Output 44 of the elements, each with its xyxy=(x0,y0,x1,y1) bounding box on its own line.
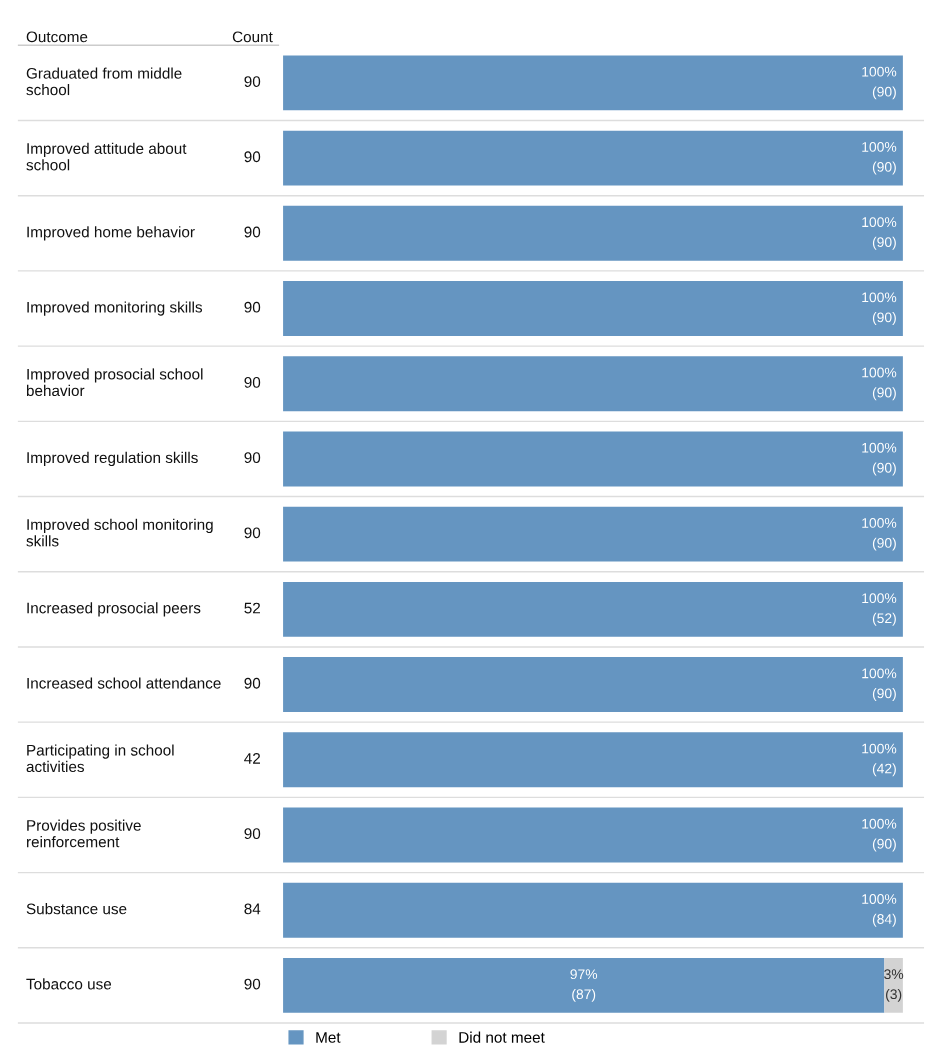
text: 90 xyxy=(244,377,261,388)
text: 90 xyxy=(244,527,261,539)
text: 90 xyxy=(244,226,261,238)
y-axis-title: Outcome xyxy=(26,31,88,43)
text: 90 xyxy=(244,452,261,464)
text: Count xyxy=(232,31,273,43)
y-tick-label: Improved attitude about school xyxy=(26,142,187,171)
legend-label: Did not meet xyxy=(459,1031,545,1043)
data-label: 100% (52) xyxy=(862,593,897,626)
y-tick-label: Tobacco use xyxy=(26,978,112,990)
data-label: 3% (3) xyxy=(884,969,904,1002)
text: 90 xyxy=(244,677,261,689)
text: 90 xyxy=(244,828,261,840)
y-tick-label: Improved monitoring skills xyxy=(27,301,203,316)
y-tick-label: Substance use xyxy=(26,903,127,915)
data-label: 100% (90) xyxy=(862,217,897,250)
data-label: 100% (90) xyxy=(862,668,897,702)
text: 42 xyxy=(244,753,260,764)
data-label: 100% (90) xyxy=(862,442,897,476)
data-label: 100% (90) xyxy=(862,292,897,325)
text: 84 xyxy=(244,903,261,915)
y-tick-label: Increased prosocial peers xyxy=(27,602,201,617)
y-tick-label: Increased school attendance xyxy=(27,677,221,689)
y-tick-label: Participating in school activities xyxy=(26,744,174,773)
data-label: 100% (90) xyxy=(862,818,897,852)
data-label: 100% (42) xyxy=(862,743,897,777)
y-tick-label: Provides positive reinforcement xyxy=(27,819,141,848)
text: 90 xyxy=(244,978,261,990)
text: 90 xyxy=(244,76,261,87)
y-tick-label: Improved home behavior xyxy=(27,226,195,241)
data-label: 100% (84) xyxy=(862,894,897,927)
y-tick-label: Improved school monitoring skills xyxy=(26,518,213,547)
y-tick-label: Improved prosocial school behavior xyxy=(26,368,203,397)
data-label: 100% (90) xyxy=(862,518,897,551)
text: 90 xyxy=(244,301,261,313)
y-tick-label: Graduated from middle school xyxy=(26,67,182,96)
data-label: 100% (90) xyxy=(862,367,897,401)
y-tick-label: Improved regulation skills xyxy=(27,451,198,467)
data-label: 97% (87) xyxy=(570,969,598,1002)
data-label: 100% (90) xyxy=(862,66,897,100)
legend-label: Met xyxy=(316,1032,341,1043)
text: 90 xyxy=(244,151,261,163)
text: 52 xyxy=(244,602,260,614)
data-label: 100% (90) xyxy=(862,141,897,175)
